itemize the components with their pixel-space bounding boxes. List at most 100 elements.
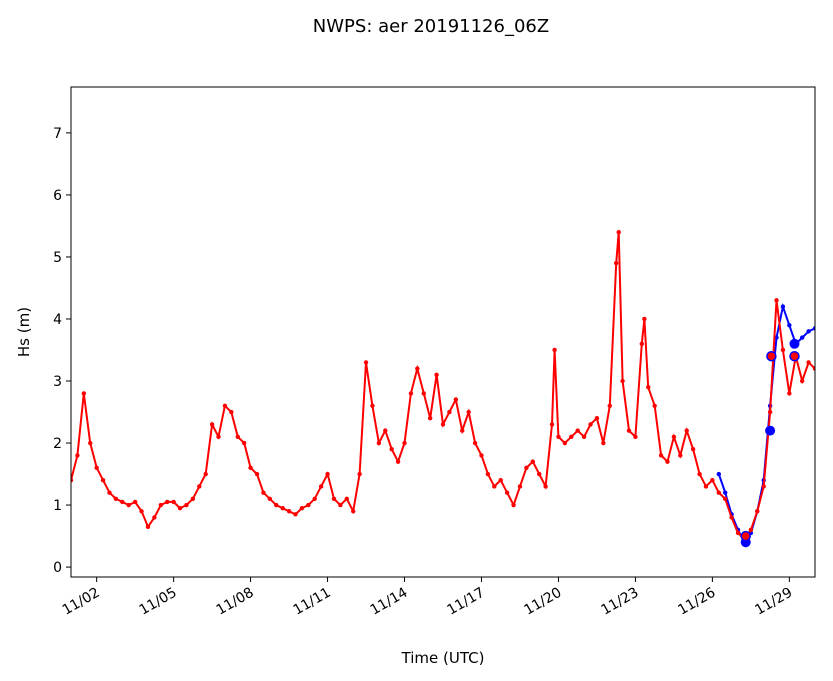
- data-point: [440, 422, 446, 427]
- data-point: [75, 453, 80, 458]
- data-point: [389, 447, 394, 452]
- data-point: [806, 329, 811, 334]
- y-tick-label: 1: [53, 498, 62, 514]
- data-point: [216, 434, 221, 440]
- data-point: [716, 490, 721, 495]
- data-point: [642, 316, 647, 322]
- data-point: [203, 471, 208, 477]
- data-point: [209, 422, 215, 427]
- data-point: [421, 391, 426, 396]
- data-point: [254, 471, 260, 477]
- data-point: [524, 465, 529, 471]
- data-point: [633, 434, 638, 440]
- data-point: [395, 459, 401, 464]
- data-point: [765, 425, 776, 436]
- data-point: [241, 440, 247, 446]
- data-point: [723, 496, 728, 502]
- data-point: [267, 496, 273, 502]
- data-point: [690, 447, 696, 452]
- data-point: [616, 229, 621, 235]
- data-point: [280, 505, 285, 511]
- data-point: [530, 459, 535, 464]
- data-point: [71, 478, 74, 483]
- data-point: [338, 502, 343, 508]
- data-point: [485, 471, 491, 477]
- y-tick-label: 7: [53, 126, 62, 142]
- data-point: [755, 509, 760, 514]
- data-point: [325, 471, 330, 477]
- data-point: [197, 484, 202, 489]
- data-point: [383, 428, 388, 433]
- data-point: [357, 471, 362, 477]
- data-point: [620, 378, 625, 384]
- data-point: [100, 478, 106, 483]
- data-point: [344, 496, 349, 502]
- data-point: [177, 505, 183, 511]
- data-point: [447, 409, 452, 415]
- data-point: [806, 360, 811, 365]
- data-point: [184, 502, 189, 508]
- data-point: [787, 391, 792, 396]
- data-point: [107, 490, 112, 495]
- data-point: [774, 298, 779, 303]
- data-point: [780, 304, 786, 309]
- data-point: [351, 509, 356, 514]
- data-point: [767, 409, 773, 415]
- data-point: [120, 499, 125, 505]
- data-point: [799, 378, 805, 384]
- data-point: [789, 338, 800, 349]
- data-point: [562, 440, 568, 446]
- data-point: [408, 391, 414, 396]
- data-point: [498, 478, 503, 483]
- data-point: [613, 260, 619, 266]
- plot-area: [71, 229, 815, 548]
- x-axis-label: Time (UTC): [401, 649, 485, 667]
- data-point: [152, 515, 157, 520]
- x-tick-label: 11/05: [137, 585, 180, 619]
- data-point: [363, 360, 369, 365]
- data-point: [812, 326, 815, 331]
- y-tick-label: 0: [53, 560, 62, 576]
- data-point: [331, 496, 337, 502]
- series-line: [717, 302, 815, 545]
- data-point: [697, 471, 702, 477]
- x-tick-label: 11/02: [60, 585, 103, 619]
- data-point: [575, 428, 580, 433]
- data-point: [735, 530, 741, 536]
- x-tick-label: 11/08: [214, 585, 257, 619]
- data-point: [94, 465, 99, 471]
- data-point: [671, 434, 677, 440]
- data-point: [453, 397, 459, 402]
- data-point: [626, 428, 632, 433]
- data-point: [318, 484, 324, 489]
- data-point: [511, 502, 516, 508]
- data-point: [684, 428, 689, 433]
- y-axis-label: Hs (m): [15, 307, 33, 357]
- data-point: [132, 499, 138, 505]
- x-tick-label: 11/26: [675, 585, 718, 619]
- data-point: [492, 484, 497, 489]
- data-point: [248, 465, 253, 471]
- y-tick-label: 6: [53, 188, 62, 204]
- data-point: [552, 347, 557, 353]
- data-point: [761, 484, 766, 489]
- data-point: [703, 484, 709, 489]
- data-point: [402, 440, 407, 446]
- axes-frame: [70, 86, 816, 578]
- data-point: [594, 416, 600, 421]
- data-point: [165, 499, 170, 505]
- data-point: [601, 440, 606, 446]
- data-point: [729, 515, 734, 520]
- data-point: [812, 366, 815, 371]
- data-point: [678, 453, 683, 458]
- data-point: [312, 496, 317, 502]
- data-point: [787, 322, 792, 328]
- y-tick-label: 3: [53, 374, 62, 390]
- data-point: [158, 502, 163, 508]
- data-point: [556, 434, 561, 440]
- data-point: [658, 453, 664, 458]
- data-point: [799, 335, 805, 340]
- data-point: [370, 403, 375, 409]
- data-point: [710, 478, 715, 483]
- data-point: [588, 422, 593, 427]
